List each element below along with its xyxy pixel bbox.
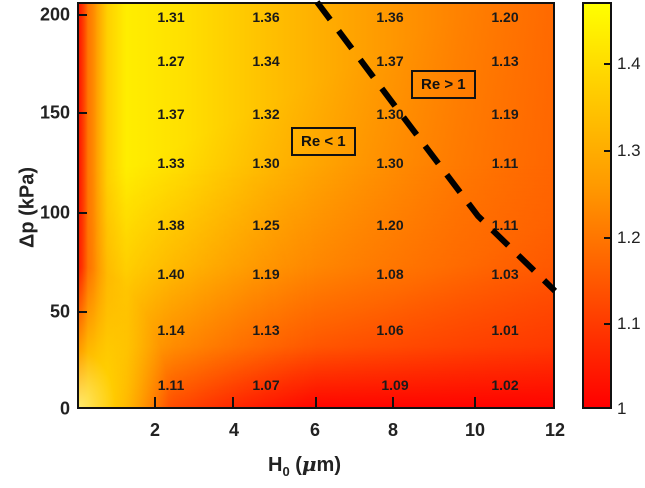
cell-value: 1.30 <box>376 106 404 122</box>
region-label-re-greater-1: Re > 1 <box>411 70 476 99</box>
y-tick <box>77 14 87 16</box>
x-tick <box>392 397 394 409</box>
x-tick-label: 4 <box>228 420 240 440</box>
y-tick-label: 50 <box>49 301 70 322</box>
cell-value: 1.40 <box>157 266 185 282</box>
cell-value: 1.27 <box>157 53 185 69</box>
colorbar-label: 1.4 <box>617 54 641 73</box>
cell-value: 1.20 <box>376 217 404 233</box>
x-tick <box>154 397 156 409</box>
cell-value: 1.33 <box>157 155 185 171</box>
cell-value: 1.19 <box>252 266 280 282</box>
y-tick <box>77 112 87 114</box>
colorbar-label: 1.1 <box>617 314 641 333</box>
colorbar-tick <box>604 323 612 325</box>
cell-value: 1.34 <box>252 53 280 69</box>
cell-value: 1.32 <box>252 106 280 122</box>
colorbar-label: 1.3 <box>617 141 641 160</box>
cell-value: 1.36 <box>252 9 280 25</box>
cell-value: 1.25 <box>252 217 280 233</box>
y-tick <box>77 311 87 313</box>
heatmap-corner-glow <box>79 267 169 407</box>
y-tick-label: 100 <box>39 202 70 223</box>
cell-value: 1.37 <box>157 106 185 122</box>
region-label-re-less-1: Re < 1 <box>291 127 356 156</box>
colorbar-tick <box>604 150 612 152</box>
cell-value: 1.11 <box>491 217 519 233</box>
cell-value: 1.14 <box>157 322 185 338</box>
cell-value: 1.09 <box>381 377 409 393</box>
cell-value: 1.01 <box>491 322 519 338</box>
cell-value: 1.36 <box>376 9 404 25</box>
cell-value: 1.11 <box>491 155 519 171</box>
y-axis-title: Δp (kPa) <box>16 166 39 249</box>
cell-value: 1.31 <box>157 9 185 25</box>
colorbar-tick <box>604 237 612 239</box>
x-axis-title: H0 (μm) <box>268 452 341 479</box>
x-tick-label: 8 <box>387 420 399 440</box>
y-tick-label: 200 <box>39 4 70 25</box>
cell-value: 1.02 <box>491 377 519 393</box>
x-tick <box>315 397 317 409</box>
x-tick-label: 10 <box>464 420 486 440</box>
x-tick-label: 6 <box>309 420 321 440</box>
cell-value: 1.30 <box>376 155 404 171</box>
cell-value: 1.19 <box>491 106 519 122</box>
colorbar <box>582 2 612 409</box>
colorbar-label: 1.2 <box>617 228 641 247</box>
colorbar-label: 1 <box>617 399 627 418</box>
colorbar-tick <box>604 63 612 65</box>
cell-value: 1.06 <box>376 322 404 338</box>
y-tick <box>77 212 87 214</box>
x-tick <box>474 397 476 409</box>
cell-value: 1.20 <box>491 9 519 25</box>
cell-value: 1.13 <box>491 53 519 69</box>
y-tick-label: 0 <box>59 398 70 419</box>
cell-value: 1.37 <box>376 53 404 69</box>
cell-value: 1.07 <box>252 377 280 393</box>
cell-value: 1.03 <box>491 266 519 282</box>
cell-value: 1.38 <box>157 217 185 233</box>
x-tick-label: 12 <box>544 420 566 440</box>
y-tick-label: 150 <box>39 102 70 123</box>
cell-value: 1.08 <box>376 266 404 282</box>
x-tick <box>232 397 234 409</box>
cell-value: 1.30 <box>252 155 280 171</box>
x-tick-label: 2 <box>149 420 161 440</box>
cell-value: 1.11 <box>157 377 185 393</box>
cell-value: 1.13 <box>252 322 280 338</box>
